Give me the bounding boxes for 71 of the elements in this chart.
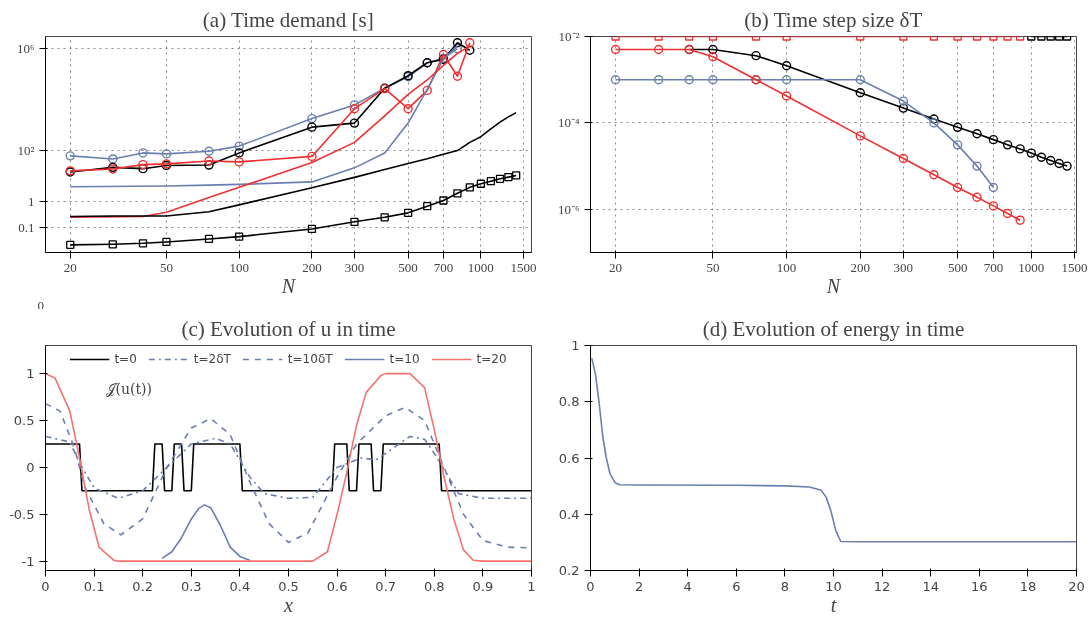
x-tick-label: 300	[893, 259, 914, 275]
x-axis-title: N	[825, 274, 842, 297]
x-tick-label: 18	[1019, 578, 1037, 594]
x-tick-label: 10	[825, 578, 842, 594]
x-tick-label: 700	[433, 259, 454, 275]
x-tick-label: 0.4	[229, 578, 251, 594]
legend-label: t=10	[389, 352, 420, 366]
x-tick-label: 0	[586, 578, 595, 594]
x-tick-label: 300	[344, 259, 365, 275]
legend-title: 𝒥(u(t))	[105, 380, 152, 397]
chart-title: (d) Evolution of energy in time	[702, 316, 965, 341]
y-tick-label: 10⁶	[16, 41, 35, 57]
chart-title: (b) Time step size δT	[744, 7, 923, 32]
x-axis-title: N	[280, 274, 297, 297]
x-tick-label: 0.5	[278, 578, 299, 594]
x-tick-label: 500	[398, 259, 418, 275]
y-tick-label: 10⁻²	[558, 29, 580, 44]
x-tick-label: 4	[683, 578, 692, 594]
legend-label: t=2δT	[193, 352, 231, 366]
x-tick-label: 20	[1068, 578, 1085, 594]
x-tick-label: 50	[706, 259, 720, 275]
x-tick-label: 0	[41, 578, 50, 594]
x-tick-label: 1000	[467, 259, 494, 275]
x-tick-label: 0.7	[375, 578, 397, 594]
x-axis-title: x	[283, 593, 294, 616]
x-tick-label: 0.1	[83, 578, 105, 594]
x-tick-label: 0.2	[132, 578, 154, 594]
x-tick-label: 50	[159, 259, 173, 275]
y-tick-label: 0.8	[558, 394, 580, 410]
y-tick-label: 0.6	[558, 450, 580, 466]
legend-label: t=20	[476, 352, 507, 366]
x-tick-label: 100	[776, 259, 797, 275]
x-tick-label: 16	[971, 578, 988, 594]
y-tick-label: 0.2	[558, 563, 580, 578]
x-tick-label: 0.8	[423, 578, 445, 594]
x-tick-label: 200	[850, 259, 871, 275]
y-tick-label: 0.4	[558, 506, 580, 522]
x-tick-label: 1000	[1018, 259, 1045, 275]
y-tick-label: 10⁻⁶	[557, 201, 580, 217]
y-tick-label: 0.1	[18, 219, 35, 235]
x-tick-label: 500	[947, 259, 968, 275]
x-tick-label: 20	[63, 259, 77, 275]
chart-title: (a) Time demand [s]	[202, 7, 374, 32]
x-tick-label: 100	[229, 259, 249, 275]
x-tick-label: 0.6	[326, 578, 348, 594]
y-tick-label: 10⁻⁴	[557, 115, 580, 131]
legend-label: t=10δT	[287, 352, 333, 366]
chart-title: (c) Evolution of u in time	[181, 316, 396, 341]
x-tick-label: 12	[873, 578, 891, 594]
x-tick-label: 200	[302, 259, 322, 275]
x-tick-label: 8	[780, 578, 790, 594]
x-tick-label: 1500	[1061, 259, 1088, 275]
y-tick-label: 0.5	[13, 413, 35, 428]
y-tick-label: -1	[21, 553, 35, 569]
x-tick-label: 0.9	[472, 578, 494, 594]
x-tick-label: 6	[732, 578, 741, 594]
y-tick-label: 1	[26, 366, 35, 382]
y-tick-label: 1	[28, 194, 35, 210]
legend-label: t=0	[114, 352, 137, 366]
x-tick-label: 2	[634, 578, 644, 594]
x-tick-label: 0.3	[180, 578, 202, 594]
y-tick-label: 10²	[17, 143, 35, 159]
y-tick-label: 0	[26, 459, 35, 475]
x-tick-label: 14	[922, 578, 939, 594]
x-tick-label: 700	[983, 259, 1004, 275]
x-tick-label: 1	[527, 578, 536, 594]
x-tick-label: 20	[609, 259, 623, 275]
x-tick-label: 1500	[510, 259, 537, 275]
x-axis-title: t	[830, 593, 837, 616]
y-tick-label: -0.5	[9, 506, 35, 522]
y-tick-label: 1	[571, 338, 580, 353]
